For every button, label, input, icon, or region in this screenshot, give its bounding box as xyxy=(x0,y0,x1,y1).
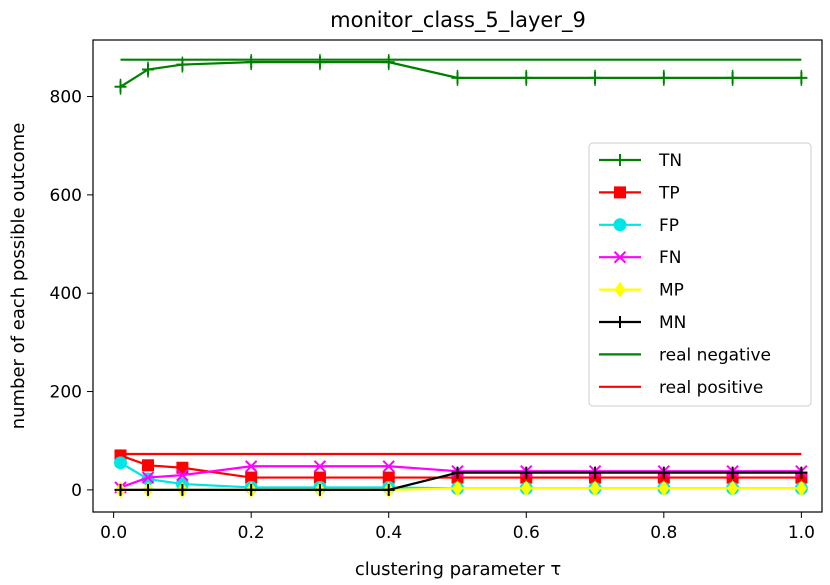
data-point xyxy=(451,466,464,479)
plot-area xyxy=(114,54,808,498)
legend-item-fn: FN xyxy=(599,248,682,268)
data-point xyxy=(589,480,601,497)
data-point xyxy=(795,480,807,497)
data-point xyxy=(244,460,258,473)
y-tick-label: 0 xyxy=(71,481,82,501)
data-point xyxy=(795,71,808,84)
data-point xyxy=(452,480,463,497)
legend-label: real negative xyxy=(659,345,771,365)
data-point xyxy=(141,471,155,484)
legend: TN TP FP FN MP MN real negative real positive xyxy=(588,142,812,407)
legend-item-mn: MN xyxy=(599,313,686,333)
data-point xyxy=(245,56,258,69)
x-tick-label: 0.8 xyxy=(650,523,677,543)
data-point xyxy=(313,56,326,69)
x-axis-label: clustering parameter τ xyxy=(355,559,561,580)
x-tick-label: 0.6 xyxy=(513,523,540,543)
legend-marker xyxy=(614,186,626,199)
data-point xyxy=(114,456,128,470)
data-point xyxy=(142,483,155,496)
data-point xyxy=(451,71,464,84)
legend-marker xyxy=(613,218,627,232)
y-tick-label: 200 xyxy=(50,383,82,403)
legend-label: FP xyxy=(659,216,679,236)
data-point xyxy=(589,466,602,479)
legend-label: MN xyxy=(659,313,686,333)
legend-item-tn: TN xyxy=(599,151,682,171)
x-tick-label: 0.2 xyxy=(238,523,265,543)
data-point xyxy=(520,71,533,84)
x-tick-label: 0.0 xyxy=(100,523,127,543)
x-tick-label: 0.4 xyxy=(375,523,402,543)
series-tn xyxy=(114,54,808,95)
legend-item-fp: FP xyxy=(599,216,679,236)
data-point xyxy=(176,58,189,71)
legend-label: TP xyxy=(658,183,680,203)
data-point xyxy=(520,480,532,497)
data-point xyxy=(142,63,155,76)
chart-title: monitor_class_5_layer_9 xyxy=(330,8,586,33)
y-axis-label: number of each possible outcome xyxy=(8,123,29,430)
y-tick-label: 400 xyxy=(50,284,82,304)
legend-label: TN xyxy=(658,151,682,171)
data-point xyxy=(114,80,127,93)
data-point xyxy=(727,480,739,497)
data-point xyxy=(589,71,602,84)
plot-frame xyxy=(92,39,823,513)
data-point xyxy=(176,468,189,482)
data-point xyxy=(520,466,533,479)
legend-label: real positive xyxy=(659,378,763,398)
data-point xyxy=(726,466,739,479)
y-axis: 0 200 400 600 800 xyxy=(50,88,93,501)
data-point xyxy=(176,483,189,496)
data-point xyxy=(141,472,155,486)
data-point xyxy=(114,483,127,496)
data-point xyxy=(245,483,258,496)
series-line-tn xyxy=(119,61,802,88)
series-mn xyxy=(114,466,808,496)
x-axis: 0.0 0.2 0.4 0.6 0.8 1.0 xyxy=(100,512,815,543)
data-point xyxy=(382,483,395,496)
data-point xyxy=(382,460,395,473)
data-point xyxy=(382,471,395,484)
data-point xyxy=(142,459,155,472)
legend-item-tp: TP xyxy=(599,183,680,203)
legend-marker xyxy=(614,154,626,166)
x-tick-label: 1.0 xyxy=(788,523,815,543)
legend-label: FN xyxy=(659,248,682,268)
y-tick-label: 600 xyxy=(50,186,82,206)
y-tick-label: 800 xyxy=(50,88,82,108)
legend-item-real-negative: real negative xyxy=(599,345,771,365)
legend-label: MP xyxy=(659,281,684,301)
data-point xyxy=(657,466,670,479)
data-point xyxy=(726,71,739,84)
data-point xyxy=(313,471,326,484)
data-point xyxy=(245,471,258,484)
data-point xyxy=(313,460,327,473)
legend-marker xyxy=(614,281,626,298)
legend-item-real-positive: real positive xyxy=(599,378,763,398)
data-point xyxy=(795,466,808,479)
legend-marker xyxy=(613,250,627,264)
legend-frame xyxy=(588,142,812,407)
data-point xyxy=(657,71,670,84)
data-point xyxy=(313,483,326,496)
series-line-fn xyxy=(120,465,802,489)
legend-item-mp: MP xyxy=(599,281,684,301)
legend-marker xyxy=(614,316,626,328)
data-point xyxy=(658,480,670,497)
data-point xyxy=(382,56,395,69)
